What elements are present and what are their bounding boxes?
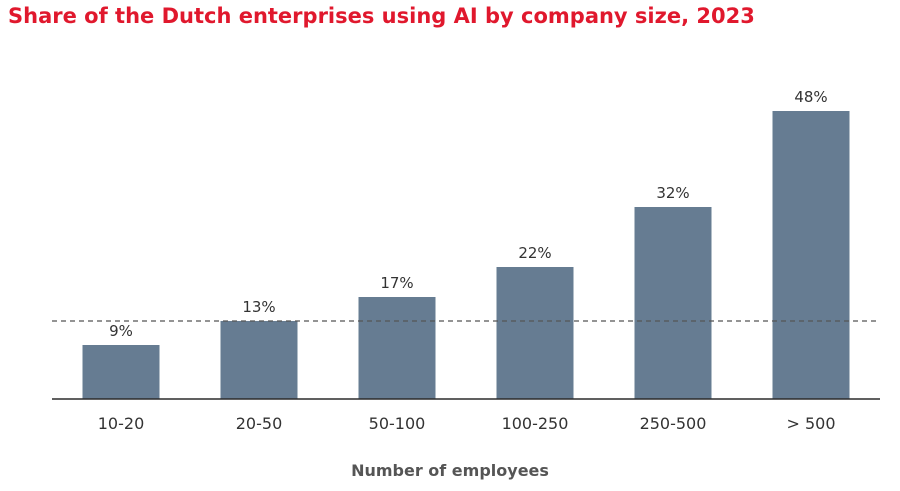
x-tick-label: 50-100: [369, 414, 426, 433]
value-label: 22%: [518, 244, 551, 262]
x-tick-labels-group: 10-20 20-50 50-100 100-250 250-500 > 500: [98, 414, 836, 433]
x-tick-label: 250-500: [640, 414, 707, 433]
x-tick-label: > 500: [786, 414, 835, 433]
bar-1: [220, 321, 298, 399]
bar-3: [496, 267, 574, 399]
value-label: 13%: [242, 298, 275, 316]
value-label: 17%: [380, 274, 413, 292]
chart-title: Share of the Dutch enterprises using AI …: [8, 4, 755, 28]
bar-2: [358, 297, 436, 399]
bar-0: [82, 345, 160, 399]
bar-4: [634, 207, 712, 399]
value-label: 48%: [794, 88, 827, 106]
x-tick-label: 100-250: [502, 414, 569, 433]
x-axis-title: Number of employees: [351, 461, 549, 480]
value-label: 32%: [656, 184, 689, 202]
bar-5: [772, 111, 850, 399]
value-labels-group: 9% 13% 17% 22% 32% 48%: [109, 88, 828, 340]
x-tick-label: 20-50: [236, 414, 283, 433]
value-label: 9%: [109, 322, 133, 340]
bars-group: [82, 111, 850, 399]
x-tick-label: 10-20: [98, 414, 145, 433]
